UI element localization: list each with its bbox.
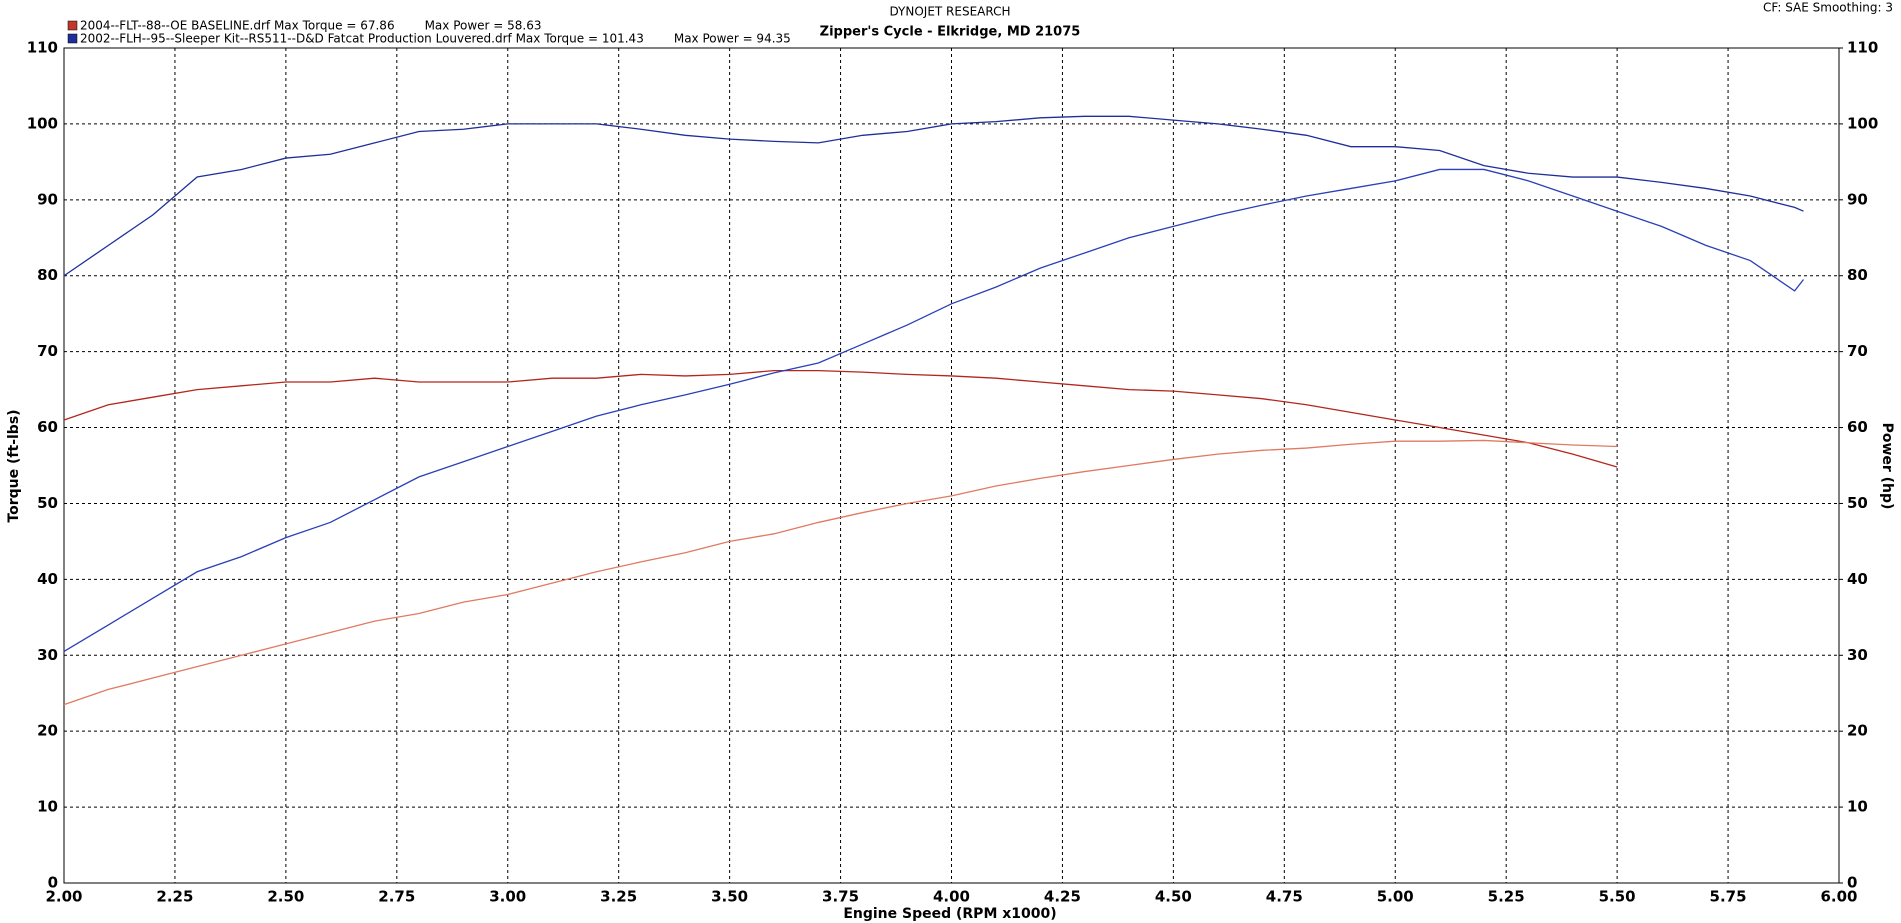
y-tick-label: 50	[37, 494, 58, 512]
legend-label: 2002--FLH--95--Sleeper Kit--RS511--D&D F…	[80, 32, 644, 46]
y-tick-label: 10	[37, 798, 58, 816]
x-tick-label: 3.25	[600, 888, 637, 906]
legend-swatch	[67, 33, 78, 44]
x-tick-label: 2.75	[378, 888, 415, 906]
y2-tick-label: 20	[1847, 722, 1868, 740]
y-tick-label: 70	[37, 342, 58, 360]
y-axis-label: Torque (ft-lbs)	[6, 409, 22, 522]
y2-tick-label: 70	[1847, 342, 1868, 360]
legend-swatch	[67, 20, 78, 31]
y-tick-label: 100	[27, 114, 58, 132]
y2-tick-label: 40	[1847, 570, 1868, 588]
x-tick-label: 3.50	[711, 888, 748, 906]
y-tick-label: 80	[37, 266, 58, 284]
y2-tick-label: 90	[1847, 190, 1868, 208]
x-tick-label: 5.75	[1710, 888, 1747, 906]
x-tick-label: 3.00	[489, 888, 526, 906]
x-tick-label: 2.25	[156, 888, 193, 906]
x-tick-label: 4.00	[933, 888, 970, 906]
y2-axis-label: Power (hp)	[1879, 423, 1895, 510]
corner-note: CF: SAE Smoothing: 3	[1763, 1, 1893, 15]
x-tick-label: 4.75	[1266, 888, 1303, 906]
y-tick-label: 40	[37, 570, 58, 588]
y2-tick-label: 0	[1847, 874, 1857, 892]
y-tick-label: 20	[37, 722, 58, 740]
y-tick-label: 60	[37, 418, 58, 436]
y2-tick-label: 100	[1847, 114, 1878, 132]
x-tick-label: 4.25	[1044, 888, 1081, 906]
series-line	[63, 168, 1805, 653]
x-tick-label: 5.50	[1599, 888, 1636, 906]
y2-tick-label: 60	[1847, 418, 1868, 436]
y-tick-label: 30	[37, 646, 58, 664]
legend-label: 2004--FLT--88--OE BASELINE.drf Max Torqu…	[80, 19, 395, 33]
x-tick-label: 4.50	[1155, 888, 1192, 906]
x-tick-label: 5.25	[1488, 888, 1525, 906]
x-tick-label: 6.00	[1820, 888, 1857, 906]
legend-power: Max Power = 58.63	[425, 19, 542, 33]
y2-tick-label: 110	[1847, 39, 1878, 57]
x-tick-label: 5.00	[1377, 888, 1414, 906]
x-tick-label: 2.50	[267, 888, 304, 906]
y-tick-label: 110	[27, 39, 58, 57]
y-tick-label: 90	[37, 190, 58, 208]
chart-title: DYNOJET RESEARCH	[889, 5, 1010, 19]
series-line	[63, 369, 1618, 468]
y2-tick-label: 50	[1847, 494, 1868, 512]
x-tick-label: 3.75	[822, 888, 859, 906]
chart-subtitle: Zipper's Cycle - Elkridge, MD 21075	[820, 25, 1081, 40]
series-line	[63, 115, 1804, 277]
y-tick-label: 0	[48, 874, 58, 892]
y2-tick-label: 30	[1847, 646, 1868, 664]
y2-tick-label: 10	[1847, 798, 1868, 816]
x-axis-label: Engine Speed (RPM x1000)	[843, 906, 1056, 922]
y2-tick-label: 80	[1847, 266, 1868, 284]
legend-power: Max Power = 94.35	[674, 32, 791, 46]
x-tick-label: 2.00	[45, 888, 82, 906]
series-line	[63, 439, 1618, 706]
